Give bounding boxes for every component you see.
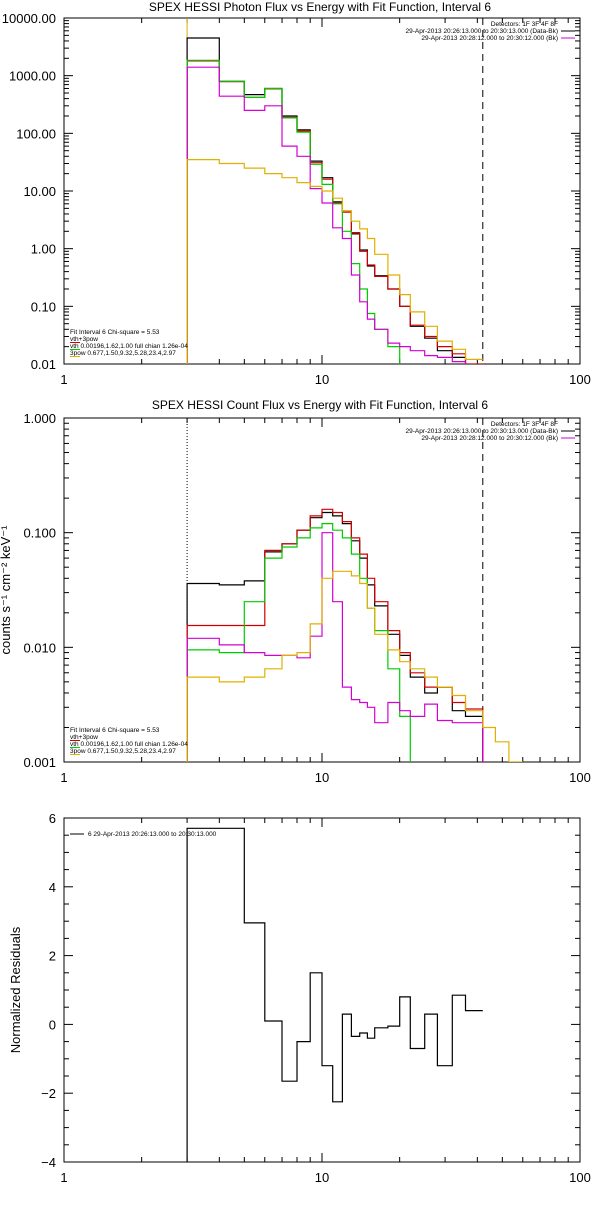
series-3-histogram [186, 66, 467, 364]
y-tick-label: −2 [41, 1086, 56, 1101]
y-tick-label: 4 [49, 880, 56, 895]
x-tick-label: 10 [315, 1170, 329, 1185]
y-tick-label: 0.01 [31, 357, 56, 372]
legend-entry: 6 29-Apr-2013 20:26:13.000 to 20:30:13.0… [88, 831, 217, 838]
fit-legend-entry: vth+3pow [70, 734, 98, 741]
panel-3-ylabel: Normalized Residuals [8, 926, 23, 1053]
y-tick-label: 0.001 [23, 755, 56, 770]
x-tick-label: 1 [60, 1170, 67, 1185]
fit-legend-entry: 3pow 0.677,1.50,9.32,5.28,23.4,2.97 [70, 350, 176, 357]
residuals-panel: Normalized Residuals 1 10 100 −4 −2 0 2 4 6 6 29… [8, 811, 591, 1185]
x-tick-label: 1 [60, 770, 67, 785]
x-tick-label: 100 [569, 770, 591, 785]
fit-legend-entry: Fit Interval 6 Chi-square = 5.53 [70, 727, 160, 734]
legend-entry: 29-Apr-2013 20:28:12.000 to 20:30:12.000… [421, 35, 558, 42]
legend-entry: Detectors: 1F 3F 4F 8F [491, 21, 558, 28]
fit-legend-entry: Fit Interval 6 Chi-square = 5.53 [70, 329, 160, 336]
y-tick-label: 0 [49, 1017, 56, 1032]
x-tick-label: 1 [60, 372, 67, 387]
y-tick-label: 1.000 [23, 411, 56, 426]
fit-legend-entry: vth 0.00196,1.62,1.00 full chian 1.26e-0… [70, 343, 188, 350]
series-0-histogram [186, 827, 483, 1162]
x-tick-label: 10 [315, 770, 329, 785]
series-2-histogram [186, 523, 411, 762]
count-flux-panel: SPEX HESSI Count Flux vs Energy with Fit… [0, 398, 591, 785]
y-tick-label: 0.100 [23, 526, 56, 541]
fit-legend-entry: vth 0.00196,1.62,1.00 full chian 1.26e-0… [70, 741, 188, 748]
y-tick-label: 1.00 [31, 242, 56, 257]
y-tick-label: 1000.00 [9, 69, 56, 84]
legend-entry: 29-Apr-2013 20:28:12.000 to 20:30:12.000… [421, 435, 558, 442]
y-tick-label: 0.10 [31, 299, 56, 314]
x-tick-label: 100 [569, 1170, 591, 1185]
y-tick-label: 0.010 [23, 640, 56, 655]
y-tick-label: 10.00 [23, 184, 56, 199]
fit-legend-entry: vth+3pow [70, 336, 98, 343]
y-tick-label: 2 [49, 949, 56, 964]
y-tick-label: 10000.00 [2, 11, 56, 26]
panel-2-title: SPEX HESSI Count Flux vs Energy with Fit… [152, 398, 488, 412]
fit-legend-entry: 3pow 0.677,1.50,9.32,5.28,23.4,2.97 [70, 748, 176, 755]
series-3-histogram [186, 532, 484, 762]
x-tick-label: 100 [569, 372, 591, 387]
panel-2-ylabel: counts s⁻¹ cm⁻² keV⁻¹ [0, 525, 13, 655]
y-tick-label: −4 [41, 1155, 56, 1170]
x-tick-label: 10 [315, 372, 329, 387]
series-4-histogram [186, 159, 483, 364]
y-tick-label: 6 [49, 811, 56, 826]
series-4-histogram [186, 570, 523, 762]
panel-1-title: SPEX HESSI Photon Flux vs Energy with Fi… [149, 0, 491, 14]
photon-flux-panel: SPEX HESSI Photon Flux vs Energy with Fi… [2, 0, 591, 387]
legend-entry: 29-Apr-2013 20:26:13.000 to 20:30:13.000… [406, 428, 559, 435]
y-tick-label: 100.00 [16, 126, 56, 141]
legend-entry: 29-Apr-2013 20:26:13.000 to 20:30:13.000… [406, 28, 559, 35]
legend-entry: Detectors: 1F 3F 4F 8F [491, 421, 558, 428]
